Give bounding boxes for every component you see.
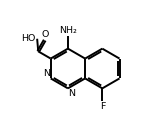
Text: O: O xyxy=(41,29,48,38)
Text: N: N xyxy=(69,89,76,98)
Text: N: N xyxy=(43,69,50,78)
Text: HO: HO xyxy=(21,34,36,43)
Text: NH₂: NH₂ xyxy=(59,25,77,35)
Text: F: F xyxy=(100,102,105,111)
